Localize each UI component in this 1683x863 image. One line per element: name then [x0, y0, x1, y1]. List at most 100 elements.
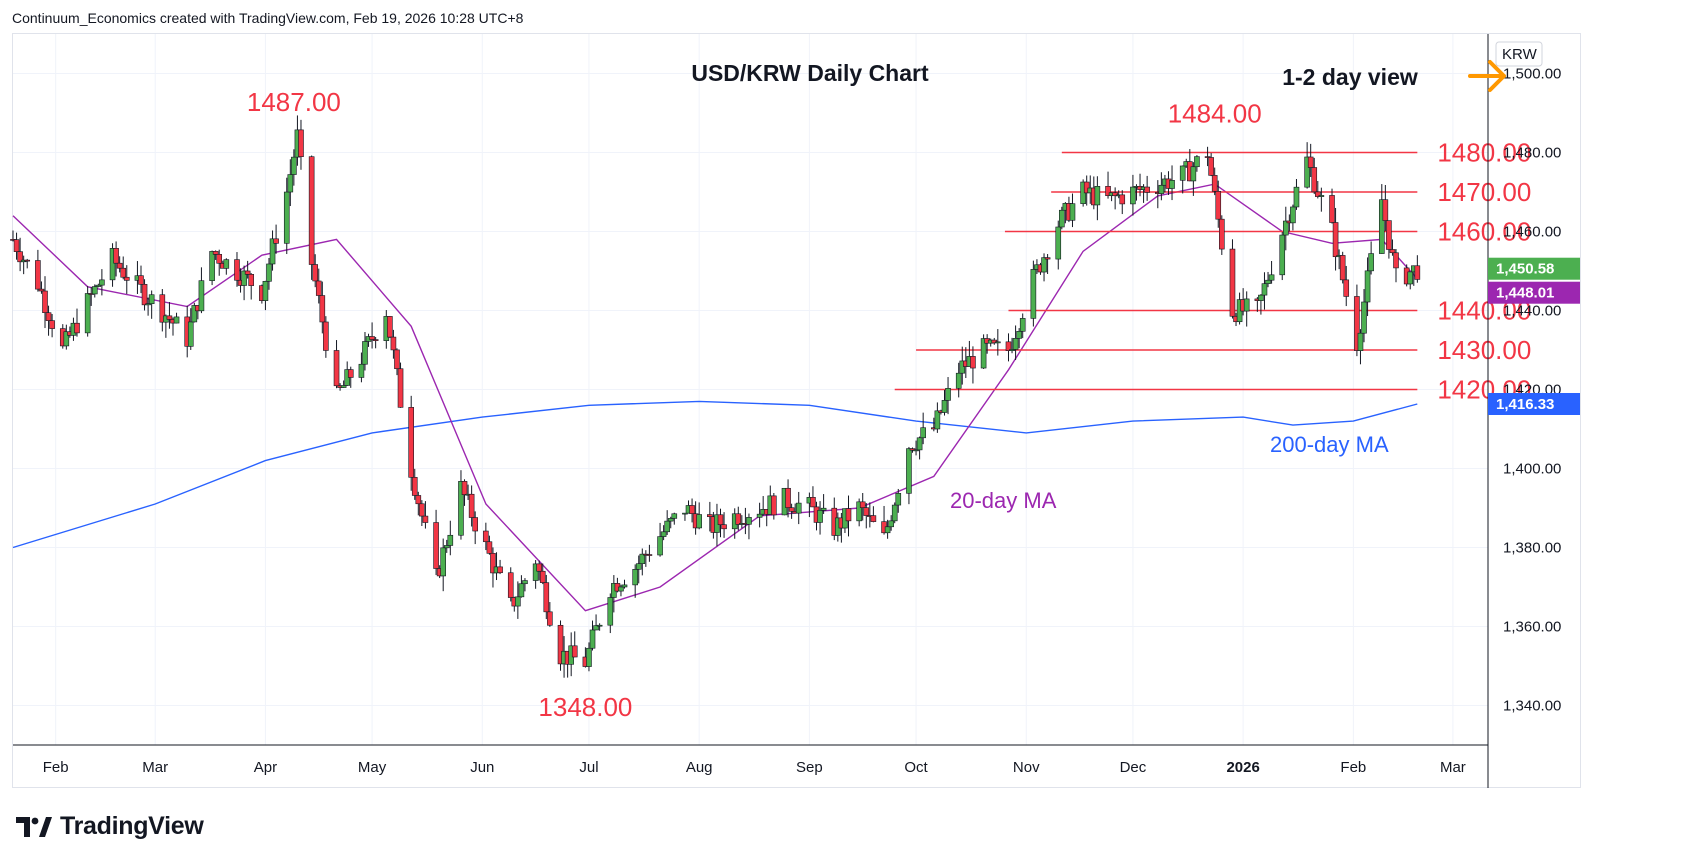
candle-body	[447, 534, 454, 546]
candle-body	[141, 284, 148, 306]
candle-body	[116, 262, 123, 269]
candle-body	[269, 238, 276, 265]
candle-body	[1265, 279, 1271, 284]
candle-body	[372, 339, 379, 341]
candle-body	[646, 554, 653, 556]
candle-body	[1343, 279, 1350, 297]
candle-body	[397, 368, 404, 408]
y-tick-label: 1,500.00	[1503, 66, 1561, 83]
x-tick-label: Sep	[796, 759, 823, 776]
candle-body	[586, 647, 592, 667]
candle-body	[863, 507, 870, 516]
candle-body	[84, 293, 91, 334]
candle-body	[1389, 249, 1396, 254]
candle-body	[657, 536, 663, 556]
candle-body	[95, 284, 102, 287]
candle-body	[696, 514, 702, 529]
price-badge-label: 1,450.58	[1496, 261, 1554, 278]
candle-body	[1332, 222, 1339, 258]
candle-body	[959, 360, 966, 374]
extreme-label: 1348.00	[538, 692, 632, 722]
tradingview-icon	[16, 816, 52, 837]
candle-body	[298, 129, 304, 157]
candle-body	[810, 497, 816, 508]
candle-body	[884, 526, 891, 534]
candle-body	[419, 503, 425, 517]
candle-body	[1282, 220, 1289, 236]
candle-body	[1318, 195, 1325, 197]
candle-body	[209, 251, 215, 281]
candle-body	[1290, 206, 1296, 224]
candle-body	[74, 322, 80, 334]
price-badge-label: 1,448.01	[1496, 285, 1554, 302]
candle-body	[1211, 175, 1218, 192]
candle-body	[17, 251, 23, 263]
candle-body	[1219, 218, 1225, 250]
x-tick-label: Mar	[142, 759, 168, 776]
candle-body	[273, 238, 279, 244]
candle-body	[1119, 194, 1126, 205]
candle-body	[1339, 255, 1346, 281]
price-badge	[1488, 281, 1580, 304]
price-badge	[1488, 392, 1580, 415]
candle-body	[1314, 191, 1321, 197]
candle-body	[607, 597, 614, 626]
x-tick-label: Nov	[1013, 759, 1040, 776]
y-tick-label: 1,380.00	[1503, 540, 1561, 557]
candle-body	[859, 501, 866, 508]
x-tick-label: Jun	[470, 759, 494, 776]
chart-frame	[12, 33, 1581, 788]
candle-body	[906, 448, 912, 494]
candle-body	[891, 504, 898, 522]
x-tick-label: Jul	[579, 759, 598, 776]
candle-body	[468, 493, 475, 518]
candle-body	[411, 477, 418, 496]
tradingview-wordmark: TradingView	[60, 812, 204, 840]
candle-body	[934, 410, 941, 430]
candle-body	[198, 280, 205, 312]
candle-body	[1293, 186, 1300, 208]
candle-body	[120, 267, 127, 278]
candle-body	[1158, 184, 1165, 194]
candle-body	[173, 316, 180, 324]
candle-body	[1005, 341, 1012, 351]
candle-body	[895, 493, 902, 506]
candle-body	[1357, 332, 1364, 351]
candle-body	[1169, 180, 1175, 189]
chart-subtitle: 1-2 day view	[1282, 64, 1418, 90]
tradingview-logo[interactable]: TradingView	[16, 812, 204, 841]
candle-body	[319, 295, 326, 323]
candle-body	[635, 563, 642, 570]
candle-body	[1386, 220, 1392, 250]
annotations: 1487.00 1484.00 1348.00 USD/KRW Daily Chart…	[247, 60, 1506, 722]
candle-body	[408, 407, 414, 478]
x-tick-label: Aug	[686, 759, 713, 776]
candle-body	[1229, 248, 1236, 317]
candle-body	[266, 263, 272, 282]
candle-body	[717, 514, 724, 526]
candle-body	[1261, 283, 1268, 296]
candle-body	[1044, 257, 1051, 260]
candle-body	[472, 517, 478, 532]
candle-body	[571, 645, 578, 658]
candle-body	[433, 522, 439, 569]
candle-body	[440, 547, 446, 577]
x-tick-label: Oct	[904, 759, 928, 776]
candle-body	[532, 563, 539, 581]
candle-body	[308, 156, 315, 265]
candle-body	[113, 248, 119, 264]
candle-body	[1311, 167, 1318, 193]
candle-body	[522, 580, 528, 585]
candle-body	[291, 156, 297, 175]
candle-body	[1243, 298, 1250, 312]
candle-body	[788, 507, 795, 512]
candle-body	[1016, 331, 1022, 339]
candle-body	[515, 596, 521, 607]
candle-body	[262, 280, 269, 301]
candle-body	[970, 356, 976, 369]
candle-body	[45, 312, 52, 321]
candle-body	[945, 388, 951, 401]
candle-body	[138, 275, 144, 285]
candle-body	[390, 336, 397, 351]
